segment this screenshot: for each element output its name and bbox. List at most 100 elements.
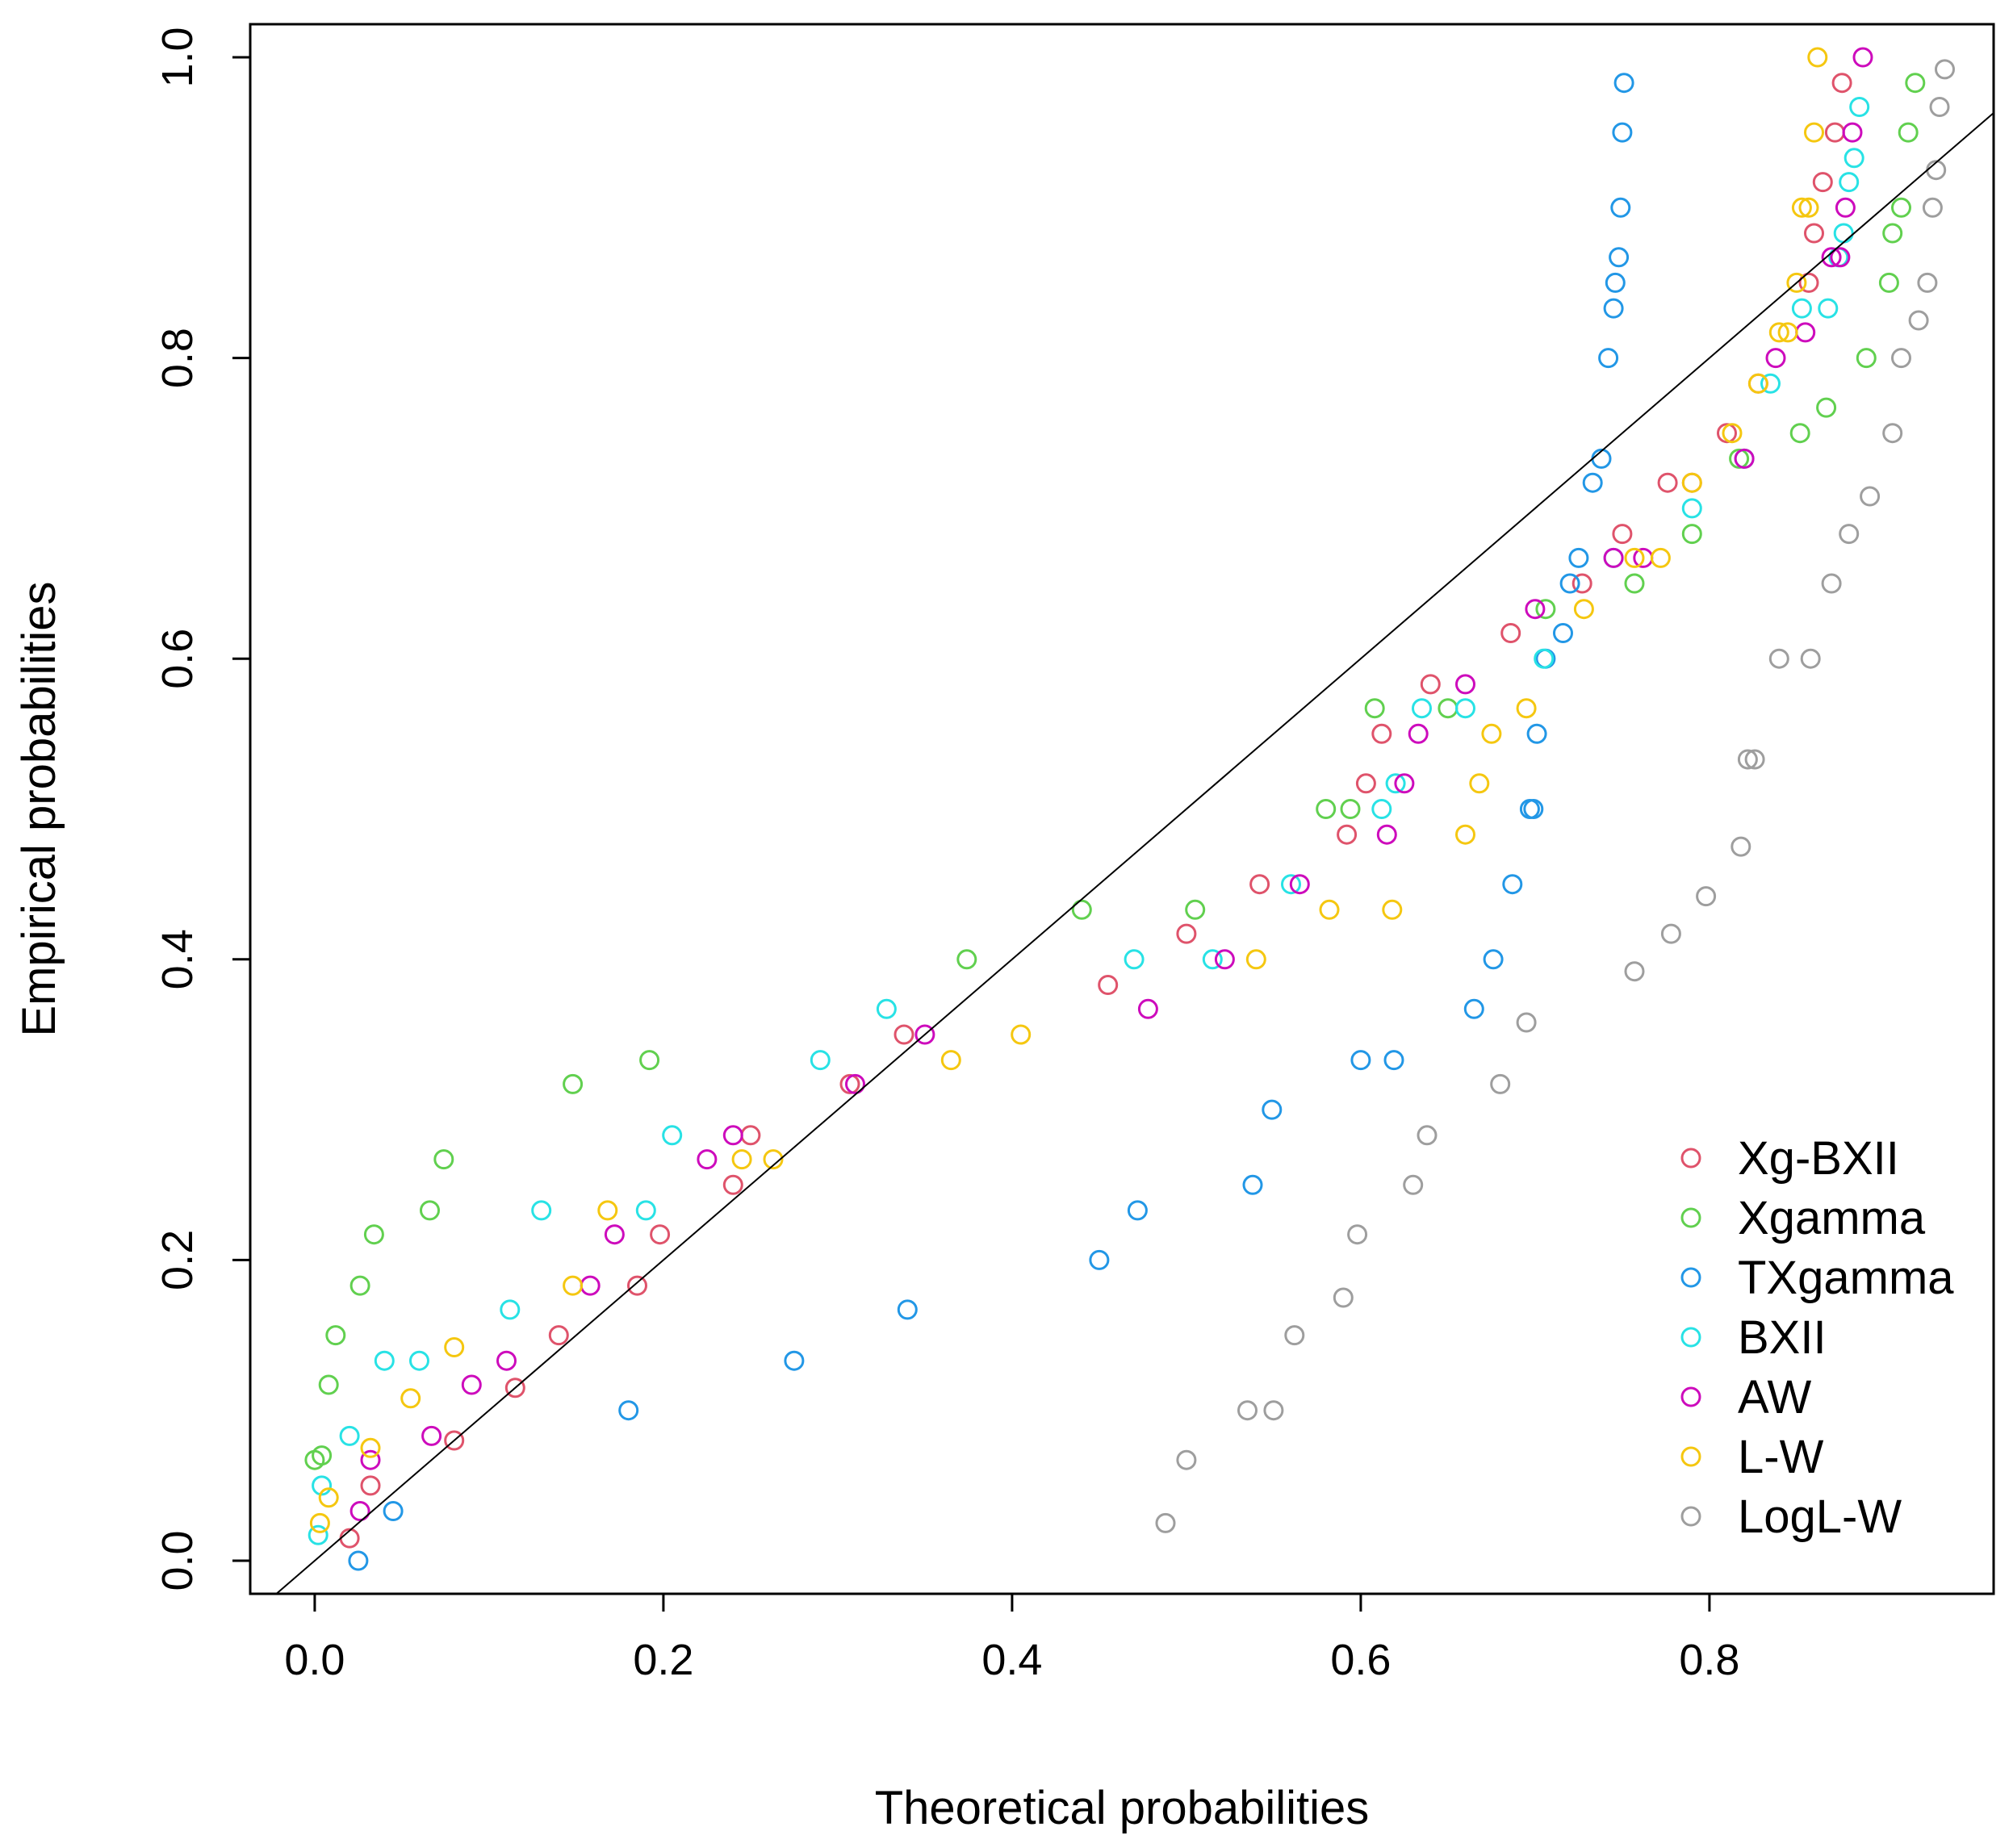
data-point (1185, 899, 1206, 920)
series-txgamma (348, 73, 1634, 1571)
legend-label: Xg-BXII (1738, 1132, 1899, 1185)
data-point (1412, 698, 1432, 719)
data-point (1821, 573, 1842, 594)
series-logl-w (1155, 59, 1955, 1533)
data-point (662, 1125, 683, 1146)
legend-item: Xg-BXII (1680, 1132, 1899, 1185)
data-point (1603, 547, 1624, 568)
data-point (1316, 799, 1337, 819)
legend-marker (1680, 1327, 1701, 1348)
data-point (1534, 648, 1555, 669)
data-point (1559, 573, 1580, 594)
data-point (894, 1024, 914, 1045)
data-point (1176, 923, 1197, 944)
data-point (1605, 272, 1626, 293)
data-point (1371, 723, 1392, 744)
data-point (1385, 773, 1406, 794)
data-point (1281, 874, 1301, 895)
data-point (1284, 1325, 1305, 1346)
data-point (409, 1350, 429, 1371)
data-point (1350, 1050, 1371, 1071)
data-point (1807, 47, 1828, 68)
series-l-w (309, 47, 1828, 1533)
legend-item: AW (1680, 1371, 1812, 1424)
x-tick-label: 0.4 (981, 1636, 1042, 1684)
data-point (1214, 949, 1235, 970)
data-point (1124, 949, 1145, 970)
data-point (1650, 547, 1671, 568)
data-point (1852, 47, 1873, 68)
data-point (1935, 59, 1955, 80)
data-point (1455, 824, 1475, 845)
x-axis-title: Theoretical probabilities (875, 1782, 1370, 1834)
data-point (1289, 874, 1310, 895)
data-point (1717, 423, 1737, 444)
data-point (639, 1050, 660, 1071)
data-point (1842, 122, 1863, 143)
data-point (1420, 674, 1441, 695)
data-point (349, 1501, 370, 1521)
data-point (1849, 97, 1870, 117)
data-point (1830, 247, 1851, 268)
data-point (444, 1430, 465, 1451)
series-xgamma (304, 73, 1926, 1470)
data-point (1127, 1200, 1148, 1221)
data-point (1613, 73, 1634, 94)
legend-item: Xgamma (1680, 1192, 1926, 1244)
data-point (914, 1024, 935, 1045)
data-point (839, 1073, 860, 1094)
data-point (374, 1350, 395, 1371)
data-point (1722, 423, 1743, 444)
data-point (1202, 949, 1223, 970)
data-point (1262, 1099, 1283, 1120)
data-point (1804, 122, 1824, 143)
series-bxii (308, 97, 1870, 1545)
data-point (1882, 423, 1903, 444)
data-point (627, 1275, 647, 1296)
data-point (1905, 73, 1926, 94)
data-point (1137, 998, 1158, 1019)
data-point (1747, 373, 1768, 394)
data-point (618, 1400, 639, 1421)
data-point (383, 1501, 404, 1521)
data-point (1777, 322, 1798, 343)
data-point (348, 1550, 369, 1571)
data-point (1481, 723, 1502, 744)
data-point (1455, 674, 1475, 695)
data-point (604, 1224, 625, 1245)
data-point (1610, 197, 1631, 218)
data-point (1383, 1050, 1404, 1071)
x-tick-label: 0.8 (1679, 1636, 1739, 1684)
legend-label: BXII (1738, 1311, 1827, 1364)
data-point (1598, 348, 1619, 369)
data-point (1812, 172, 1833, 193)
data-point (1347, 1224, 1368, 1245)
legend-label: TXgamma (1738, 1252, 1954, 1304)
data-point (1523, 799, 1544, 819)
data-point (1856, 348, 1877, 369)
legend-marker (1680, 1386, 1701, 1407)
data-point (1737, 749, 1758, 770)
data-point (1660, 923, 1681, 944)
data-point (1734, 448, 1755, 469)
data-point (1573, 599, 1594, 620)
data-point (1242, 1174, 1263, 1195)
data-point (1176, 1449, 1197, 1470)
data-point (876, 998, 897, 1019)
data-point (1535, 599, 1556, 620)
data-point (1922, 197, 1943, 218)
data-point (1525, 599, 1546, 620)
legend-marker (1680, 1506, 1701, 1527)
data-point (1011, 1024, 1032, 1045)
data-point (1098, 975, 1119, 995)
data-point (784, 1350, 805, 1371)
data-point (318, 1374, 339, 1395)
data-point (360, 1475, 381, 1496)
x-axis: 0.0 0.2 0.4 0.6 0.8 (284, 1594, 1739, 1684)
data-point (1898, 122, 1919, 143)
legend-marker (1680, 1267, 1701, 1288)
data-point (650, 1224, 671, 1245)
data-point (461, 1374, 482, 1395)
data-point (1333, 1287, 1354, 1308)
